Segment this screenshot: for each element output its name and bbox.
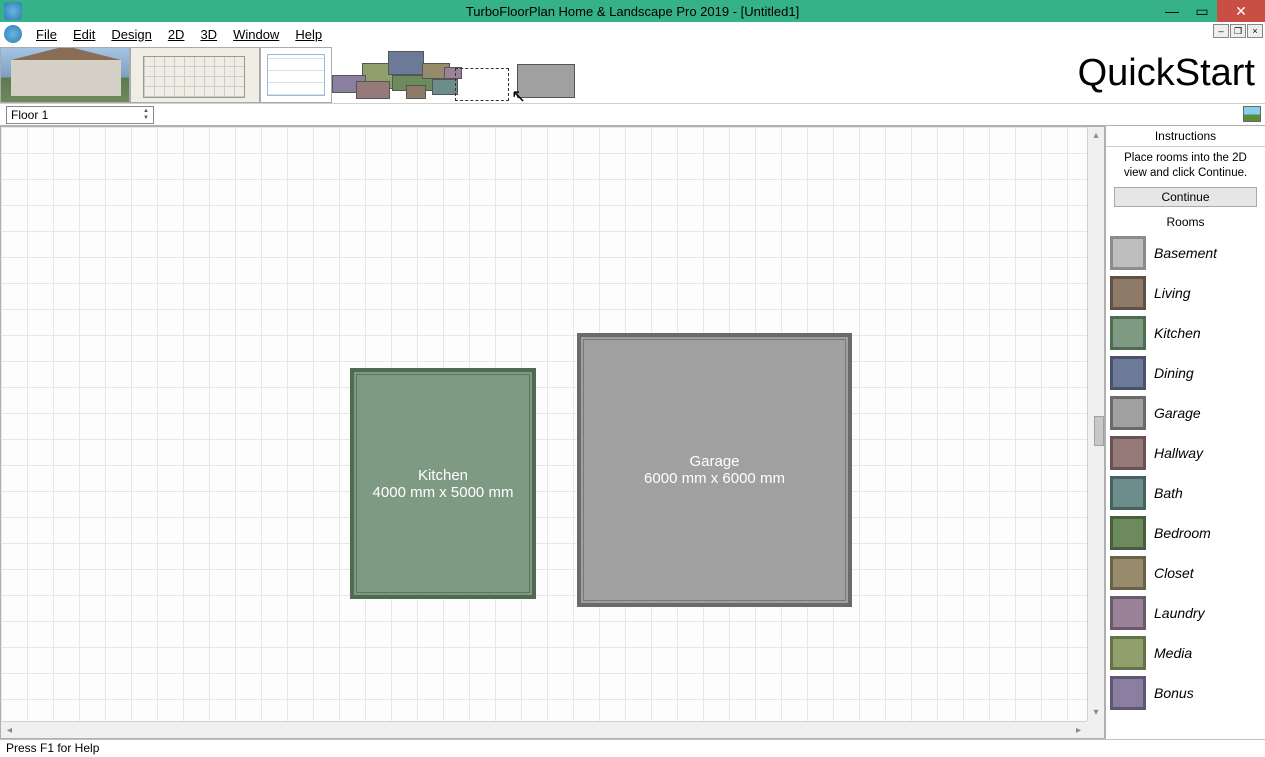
continue-label: Continue xyxy=(1161,190,1209,204)
mdi-minimize-button[interactable]: – xyxy=(1213,24,1229,38)
drag-outline-rect xyxy=(455,68,509,101)
menu-window[interactable]: Window xyxy=(225,25,287,44)
continue-button[interactable]: Continue xyxy=(1114,187,1257,207)
canvas-2d[interactable]: Kitchen4000 mm x 5000 mm Garage6000 mm x … xyxy=(1,127,1087,721)
scroll-right-icon[interactable]: ▸ xyxy=(1070,722,1087,739)
placed-room[interactable]: Kitchen4000 mm x 5000 mm xyxy=(350,368,536,599)
menu-2d[interactable]: 2D xyxy=(160,25,193,44)
quickstart-label: QuickStart xyxy=(1078,52,1255,95)
maximize-button[interactable]: ▭ xyxy=(1187,0,1217,22)
quickstart-toolbar: ↖ QuickStart xyxy=(0,46,1265,104)
room-swatch xyxy=(1110,556,1146,590)
room-name-label: Living xyxy=(1154,285,1191,301)
scroll-down-icon[interactable]: ▾ xyxy=(1088,704,1104,721)
sidebar-splitter[interactable] xyxy=(1094,416,1104,446)
floor-selector[interactable]: Floor 1 ▲▼ xyxy=(6,106,154,124)
room-name-label: Hallway xyxy=(1154,445,1203,461)
room-swatch xyxy=(1110,596,1146,630)
room-palette-item[interactable]: Dining xyxy=(1110,355,1261,391)
room-name-label: Closet xyxy=(1154,565,1194,581)
room-swatch xyxy=(1110,396,1146,430)
room-name-label: Bonus xyxy=(1154,685,1194,701)
floor-row: Floor 1 ▲▼ xyxy=(0,104,1265,126)
room-swatch xyxy=(1110,516,1146,550)
room-palette-item[interactable]: Kitchen xyxy=(1110,315,1261,351)
room-palette-item[interactable]: Living xyxy=(1110,275,1261,311)
app-icon xyxy=(4,2,22,20)
rooms-header: Rooms xyxy=(1106,213,1265,233)
toolbar-thumbnail-plan[interactable] xyxy=(130,47,260,103)
status-text: Press F1 for Help xyxy=(6,741,99,755)
horizontal-scrollbar[interactable]: ◂ ▸ xyxy=(1,721,1087,738)
menu-design[interactable]: Design xyxy=(103,25,159,44)
room-name-label: Kitchen xyxy=(1154,325,1201,341)
menu-bar: File Edit Design 2D 3D Window Help – ❐ × xyxy=(0,22,1265,46)
mdi-close-button[interactable]: × xyxy=(1247,24,1263,38)
instructions-header: Instructions xyxy=(1106,126,1265,147)
room-palette-item[interactable]: Bedroom xyxy=(1110,515,1261,551)
room-palette-item[interactable]: Bath xyxy=(1110,475,1261,511)
room-label: Garage6000 mm x 6000 mm xyxy=(644,453,785,487)
room-name-label: Dining xyxy=(1154,365,1194,381)
room-palette-item[interactable]: Garage xyxy=(1110,395,1261,431)
room-name-label: Media xyxy=(1154,645,1192,661)
room-swatch xyxy=(1110,276,1146,310)
room-palette-item[interactable]: Basement xyxy=(1110,235,1261,271)
room-palette-item[interactable]: Media xyxy=(1110,635,1261,671)
room-swatch xyxy=(1110,636,1146,670)
logo-icon xyxy=(4,25,22,43)
palette-block xyxy=(388,51,424,75)
scroll-up-icon[interactable]: ▴ xyxy=(1088,127,1104,144)
toolbar-thumbnail-blueprint[interactable] xyxy=(260,47,332,103)
view-mode-icon[interactable] xyxy=(1243,106,1261,122)
sidebar: Instructions Place rooms into the 2D vie… xyxy=(1105,126,1265,739)
room-swatch xyxy=(1110,676,1146,710)
room-palette-item[interactable]: Laundry xyxy=(1110,595,1261,631)
close-button[interactable]: ✕ xyxy=(1217,0,1265,22)
room-palette-item[interactable]: Closet xyxy=(1110,555,1261,591)
room-swatch xyxy=(1110,356,1146,390)
toolbar-thumbnail-3d[interactable] xyxy=(0,47,130,103)
scroll-corner xyxy=(1087,721,1104,738)
room-swatch xyxy=(1110,236,1146,270)
menu-help[interactable]: Help xyxy=(287,25,330,44)
room-name-label: Bath xyxy=(1154,485,1183,501)
menu-file[interactable]: File xyxy=(28,25,65,44)
menu-edit[interactable]: Edit xyxy=(65,25,103,44)
instructions-text: Place rooms into the 2D view and click C… xyxy=(1106,147,1265,187)
scroll-left-icon[interactable]: ◂ xyxy=(1,722,18,739)
title-bar: TurboFloorPlan Home & Landscape Pro 2019… xyxy=(0,0,1265,22)
room-palette-list: Basement Living Kitchen Dining Garage Hallway… xyxy=(1106,233,1265,713)
floor-selector-value: Floor 1 xyxy=(11,108,48,122)
palette-block xyxy=(356,81,390,99)
room-palette-item[interactable]: Bonus xyxy=(1110,675,1261,711)
room-swatch xyxy=(1110,476,1146,510)
room-palette-item[interactable]: Hallway xyxy=(1110,435,1261,471)
window-title: TurboFloorPlan Home & Landscape Pro 2019… xyxy=(466,4,799,19)
room-swatch xyxy=(1110,316,1146,350)
room-name-label: Garage xyxy=(1154,405,1201,421)
menu-3d[interactable]: 3D xyxy=(192,25,225,44)
placed-room[interactable]: Garage6000 mm x 6000 mm xyxy=(577,333,852,607)
room-label: Kitchen4000 mm x 5000 mm xyxy=(373,467,514,501)
drag-illustration: ↖ xyxy=(455,68,575,102)
main-area: Kitchen4000 mm x 5000 mm Garage6000 mm x … xyxy=(0,126,1265,739)
room-name-label: Basement xyxy=(1154,245,1217,261)
room-name-label: Laundry xyxy=(1154,605,1205,621)
minimize-button[interactable]: — xyxy=(1157,0,1187,22)
spinner-icon: ▲▼ xyxy=(143,108,149,122)
canvas-wrap: Kitchen4000 mm x 5000 mm Garage6000 mm x … xyxy=(0,126,1105,739)
status-bar: Press F1 for Help xyxy=(0,739,1265,757)
room-swatch xyxy=(1110,436,1146,470)
room-name-label: Bedroom xyxy=(1154,525,1211,541)
palette-block xyxy=(406,85,426,99)
mdi-restore-button[interactable]: ❐ xyxy=(1230,24,1246,38)
